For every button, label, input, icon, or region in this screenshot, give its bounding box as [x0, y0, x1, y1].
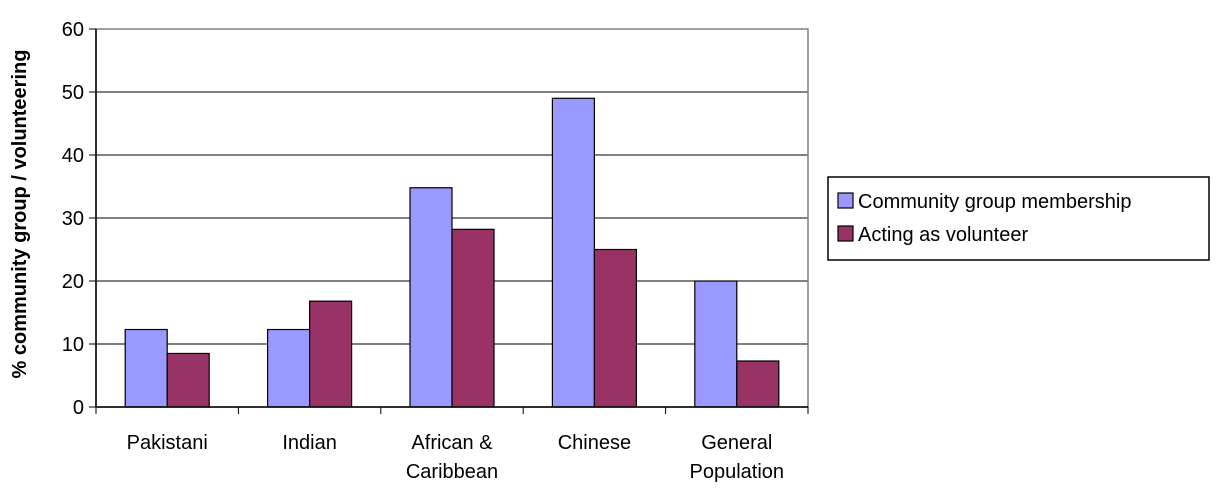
bar-community-group-membership [409, 187, 453, 408]
y-tick-labels: 0 10 20 30 40 50 60 [62, 19, 84, 419]
legend-label: Acting as volunteer [858, 224, 1028, 246]
bar-community-group-membership [124, 328, 168, 408]
y-tick-label: 10 [62, 334, 84, 356]
legend-swatch [837, 225, 854, 242]
bar-acting-as-volunteer [166, 352, 210, 408]
y-tick-label: 0 [73, 397, 84, 419]
legend-box [827, 176, 1210, 261]
y-axis-label: % community group / volunteering [9, 50, 31, 379]
bar-acting-as-volunteer [736, 360, 780, 408]
x-tick-labels: Pakistani Indian African & Caribbean Chinese… [127, 432, 784, 483]
x-tick-label: Indian [282, 432, 337, 454]
bar-acting-as-volunteer [451, 228, 495, 408]
bar-community-group-membership [551, 97, 596, 408]
y-tick-label: 60 [62, 19, 84, 41]
y-tick-label: 20 [62, 271, 84, 293]
legend-swatch [837, 192, 854, 209]
bars [124, 97, 780, 408]
x-tick-label: African & [411, 432, 493, 454]
legend: Community group membership Acting as volu… [827, 176, 1210, 261]
x-tick-label: Population [690, 461, 785, 483]
axes [89, 28, 809, 414]
y-tick-label: 50 [62, 82, 84, 104]
y-tick-label: 30 [62, 208, 84, 230]
bar-acting-as-volunteer [593, 248, 638, 408]
x-tick-label: Chinese [558, 432, 631, 454]
bar-community-group-membership [694, 280, 738, 408]
y-tick-label: 40 [62, 145, 84, 167]
legend-label: Community group membership [858, 191, 1131, 213]
x-tick-label: General [701, 432, 772, 454]
bar-acting-as-volunteer [309, 300, 353, 408]
x-tick-label: Caribbean [406, 461, 498, 483]
x-tick-label: Pakistani [127, 432, 208, 454]
bar-community-group-membership [267, 328, 311, 408]
